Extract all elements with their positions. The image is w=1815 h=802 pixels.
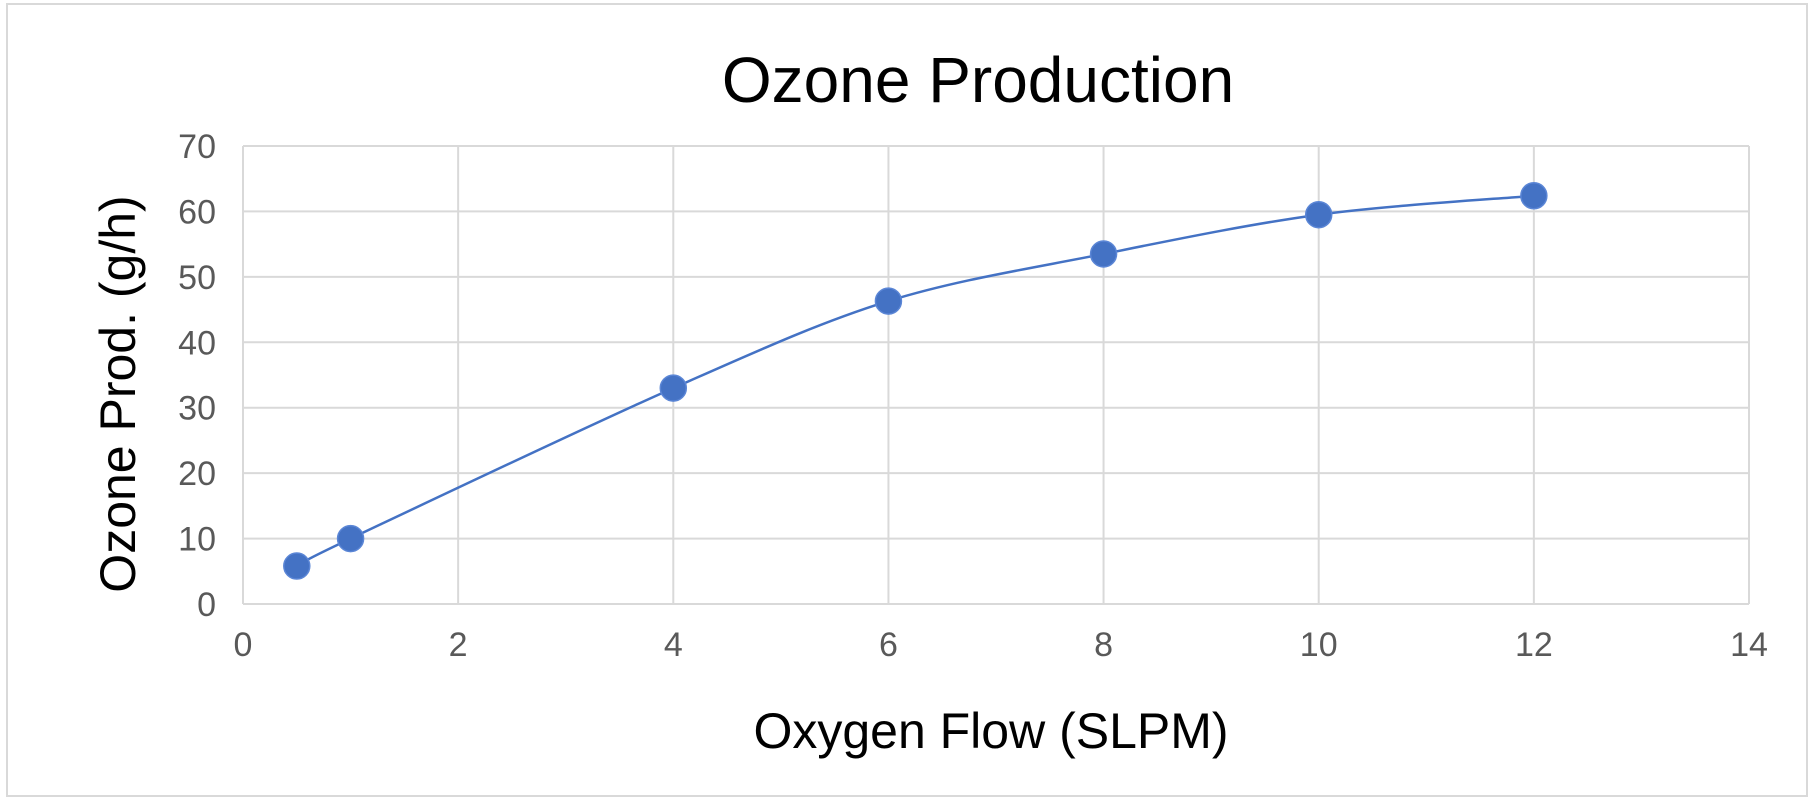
y-axis-title: Ozone Prod. (g/h) [90, 195, 146, 592]
chart-title: Ozone Production [722, 44, 1234, 116]
y-tick-label: 30 [178, 390, 216, 428]
x-tick-label: 0 [234, 626, 253, 664]
tick-labels: 0 10 20 30 40 50 60 70 0 2 4 6 8 10 12 14 [178, 128, 1768, 664]
y-tick-label: 0 [197, 586, 216, 624]
data-point [1304, 200, 1333, 229]
gridlines [242, 145, 1750, 605]
data-point [336, 524, 365, 553]
x-tick-label: 6 [879, 626, 898, 664]
chart-frame [6, 3, 1808, 797]
data-point [874, 287, 903, 315]
series-line [296, 194, 1534, 568]
x-tick-label: 2 [449, 626, 468, 664]
data-point [1089, 240, 1118, 268]
x-tick-label: 4 [664, 626, 683, 664]
x-tick-label: 14 [1730, 626, 1768, 664]
data-point [283, 552, 311, 580]
y-tick-label: 60 [178, 193, 216, 231]
x-tick-label: 8 [1094, 626, 1113, 664]
y-tick-label: 40 [178, 324, 216, 362]
y-tick-label: 10 [178, 521, 216, 559]
x-tick-label: 10 [1300, 626, 1338, 664]
series-layer [283, 181, 1548, 580]
x-axis-title: Oxygen Flow (SLPM) [753, 703, 1228, 759]
data-point [1520, 181, 1548, 210]
y-tick-label: 50 [178, 259, 216, 297]
y-tick-label: 70 [178, 128, 216, 166]
x-tick-label: 12 [1515, 626, 1553, 664]
data-point [659, 374, 688, 402]
y-tick-label: 20 [178, 455, 216, 493]
